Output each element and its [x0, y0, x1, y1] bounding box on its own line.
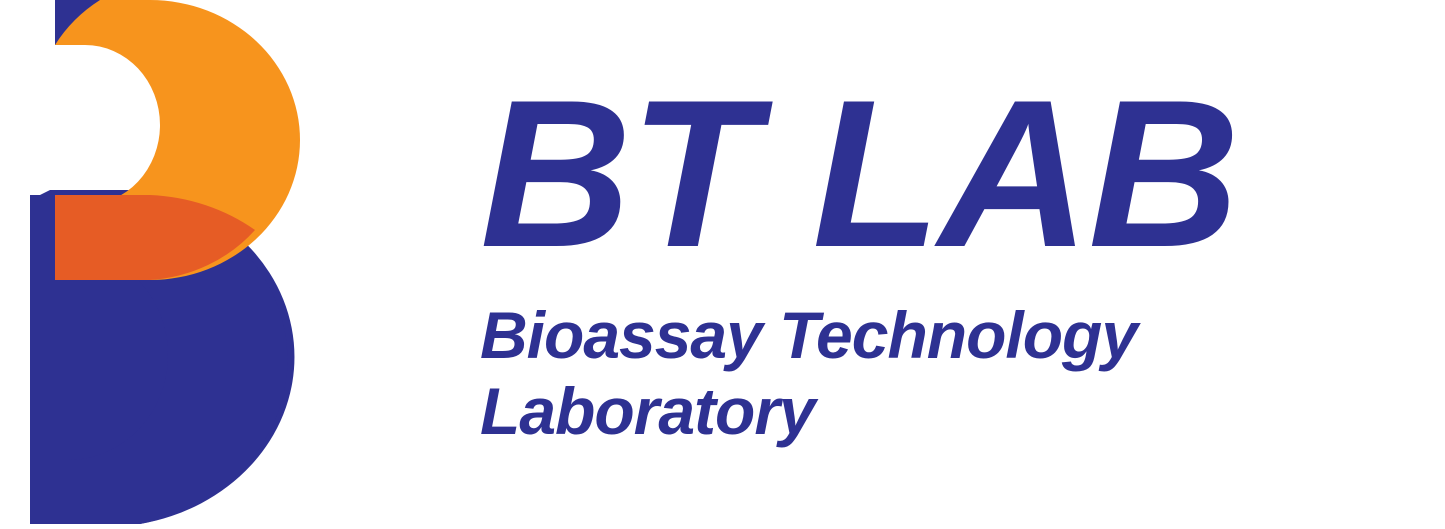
tagline-line-1: Bioassay Technology — [480, 298, 1137, 372]
logo-text-block: BT LAB Bioassay Technology Laboratory — [480, 74, 1238, 450]
logo-mark-icon — [0, 0, 400, 524]
tagline-line-2: Laboratory — [480, 374, 815, 448]
brand-name: BT LAB — [480, 74, 1238, 274]
tagline: Bioassay Technology Laboratory — [480, 298, 1238, 450]
logo-container: BT LAB Bioassay Technology Laboratory — [0, 0, 1445, 524]
